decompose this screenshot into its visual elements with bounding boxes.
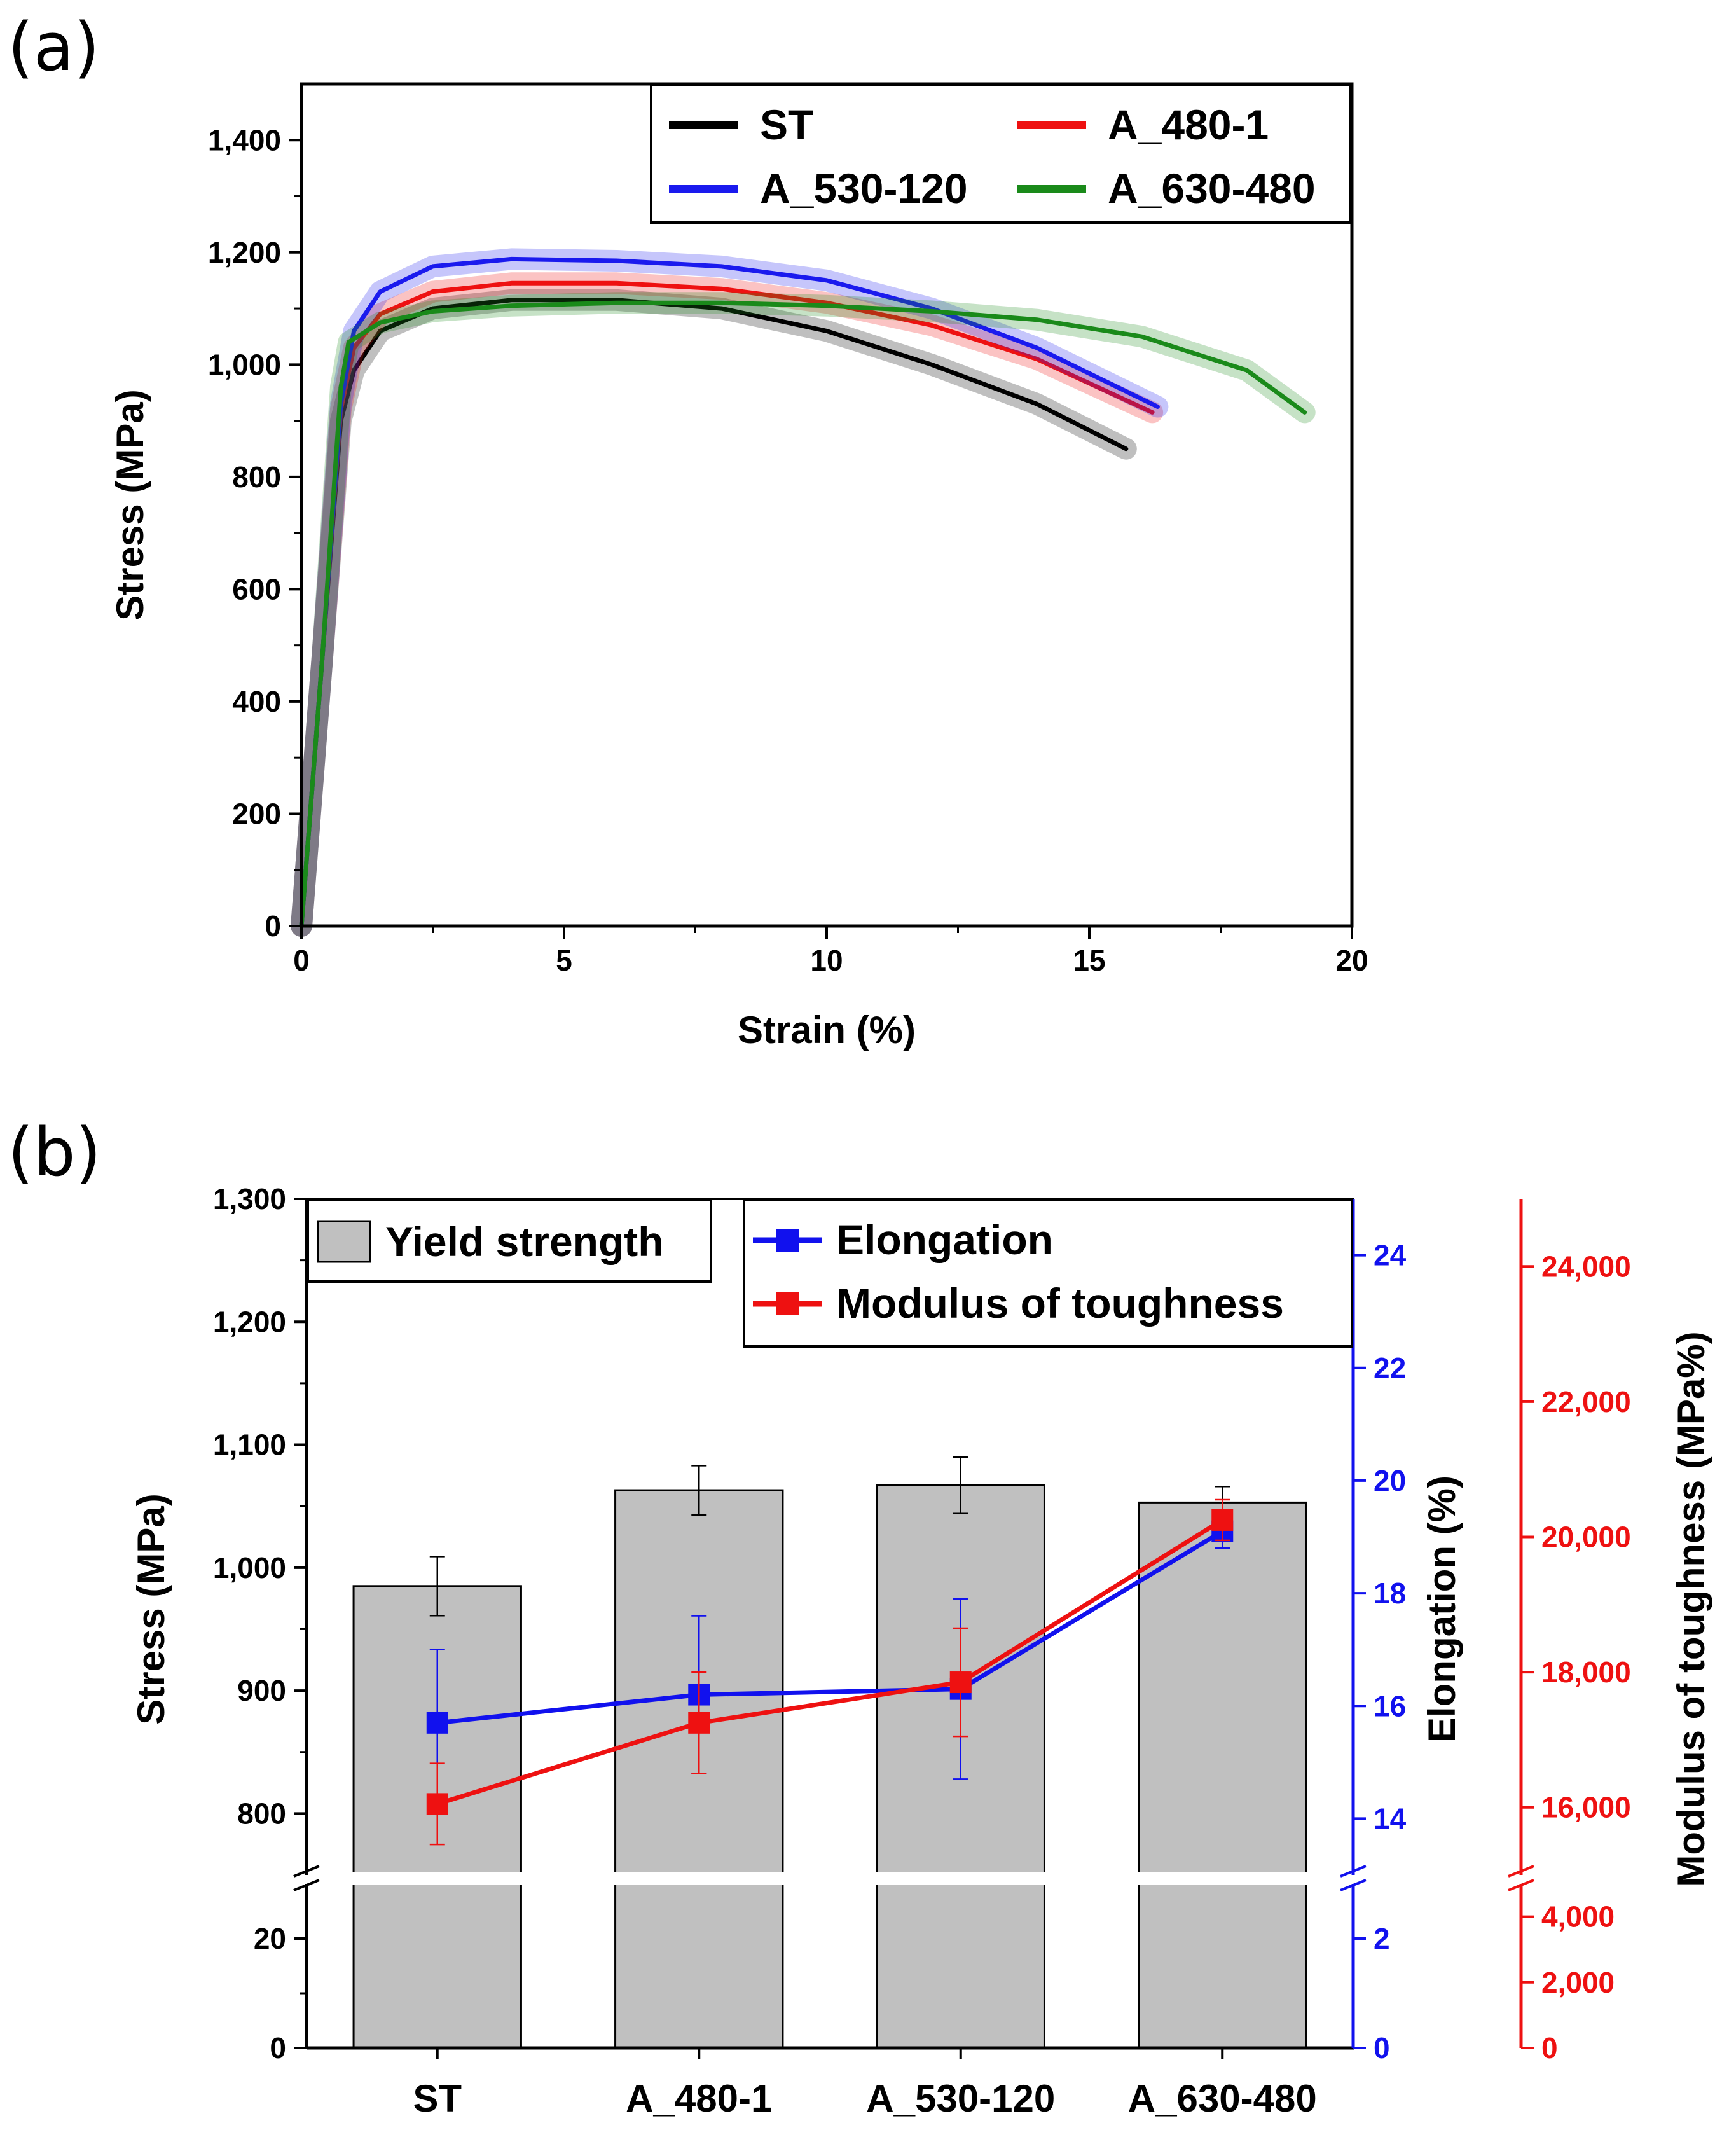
legend-label-a530-120: A_530-120 xyxy=(760,165,968,212)
y3-tick-label: 24,000 xyxy=(1541,1250,1631,1283)
series-band-a-480-1 xyxy=(291,272,1164,937)
break-mark-right-2 xyxy=(1340,1879,1367,1891)
panel-a-series-group xyxy=(291,248,1316,937)
y2-tick-label: 24 xyxy=(1374,1239,1407,1272)
y2-tick-label: 0 xyxy=(1374,2031,1390,2064)
y-tick-label: 1,400 xyxy=(208,123,281,156)
elongation-marker xyxy=(426,1712,448,1734)
panel-b-lines-group xyxy=(426,1498,1234,1846)
y2-tick-label: 16 xyxy=(1374,1689,1406,1722)
legend-label-a630-480: A_630-480 xyxy=(1108,165,1316,212)
panel-b-category-labels: ST A_480-1 A_530-120 A_630-480 xyxy=(413,2048,1317,2120)
y-tick-label: 600 xyxy=(232,572,281,605)
panel-a-y-axis-title: Stress (MPa) xyxy=(109,389,151,620)
break-mark-offset-1 xyxy=(1508,1865,1534,1878)
y3-tick-label: 4,000 xyxy=(1541,1900,1615,1933)
legend-marker-elongation xyxy=(776,1229,799,1252)
panel-a: (a) 0 5 10 15 20 0 200 400 600 800 1,000 1,200 1,40… xyxy=(8,8,1368,1051)
break-mark-right-1 xyxy=(1340,1865,1367,1878)
toughness-marker xyxy=(949,1671,972,1694)
y-tick-label: 1,000 xyxy=(213,1551,286,1584)
x-tick-label: 10 xyxy=(810,944,843,977)
legend-marker-toughness xyxy=(776,1292,799,1315)
category-label-a-480-1: A_480-1 xyxy=(626,2077,772,2120)
bar-legend-label: Yield strength xyxy=(385,1218,664,1265)
panel-b-label: (b) xyxy=(8,1114,101,1191)
panel-b-y2-axis-title: Elongation (%) xyxy=(1421,1476,1463,1743)
y-tick-label: 1,000 xyxy=(208,348,281,381)
y2-tick-label: 20 xyxy=(1374,1464,1406,1497)
panel-b-line-legend: Elongation Modulus of toughness xyxy=(743,1199,1353,1348)
legend-label-st: ST xyxy=(760,101,813,148)
y3-tick-label: 22,000 xyxy=(1541,1385,1631,1418)
panel-b-bar-legend: Yield strength xyxy=(307,1199,712,1283)
panel-b: (b) 8009001,0001,1001,2001,3000201416182… xyxy=(8,1114,1712,2120)
series-band-st xyxy=(291,289,1137,937)
y-tick-label: 0 xyxy=(265,909,281,943)
break-mark-offset-2 xyxy=(1508,1879,1534,1891)
axis-break-gap xyxy=(308,1872,1351,1885)
axis-break-markers xyxy=(293,1865,1534,1891)
x-tick-label: 20 xyxy=(1335,944,1368,977)
line-legend-box xyxy=(743,1199,1353,1348)
bar-legend-box xyxy=(307,1199,712,1283)
legend-label-elongation: Elongation xyxy=(836,1216,1053,1263)
y-tick-label: 1,300 xyxy=(213,1182,286,1215)
break-mark-left-2 xyxy=(293,1879,320,1891)
x-tick-label: 15 xyxy=(1073,944,1105,977)
y-tick-label: 800 xyxy=(237,1797,286,1830)
toughness-marker xyxy=(426,1793,448,1815)
y-tick-label: 1,200 xyxy=(208,236,281,269)
legend-label-toughness: Modulus of toughness xyxy=(836,1280,1284,1327)
legend-label-a480-1: A_480-1 xyxy=(1108,101,1269,148)
y-tick-label: 900 xyxy=(237,1674,286,1707)
category-label-a-530-120: A_530-120 xyxy=(866,2077,1055,2120)
panel-a-y-ticks: 0 200 400 600 800 1,000 1,200 1,400 xyxy=(208,123,301,943)
bar-legend-swatch xyxy=(317,1220,371,1263)
panel-b-bars-group xyxy=(352,1456,1307,2049)
toughness-marker xyxy=(688,1712,710,1734)
y-tick-label: 0 xyxy=(270,2031,286,2064)
y-tick-label: 20 xyxy=(254,1922,286,1955)
toughness-marker xyxy=(1211,1509,1234,1531)
x-tick-label: 0 xyxy=(293,944,310,977)
panel-a-legend: ST A_480-1 A_530-120 A_630-480 xyxy=(650,84,1352,224)
y2-tick-label: 2 xyxy=(1374,1922,1390,1955)
y-tick-label: 800 xyxy=(232,460,281,494)
y3-tick-label: 20,000 xyxy=(1541,1521,1631,1554)
y2-tick-label: 18 xyxy=(1374,1577,1406,1610)
panel-b-y3-axis-title: Modulus of toughness (MPa%) xyxy=(1670,1331,1712,1886)
toughness-line xyxy=(436,1518,1224,1806)
x-tick-label: 5 xyxy=(556,944,572,977)
panel-a-x-ticks: 0 5 10 15 20 xyxy=(293,926,1368,977)
y2-tick-label: 14 xyxy=(1374,1802,1407,1835)
panel-b-ticks: 8009001,0001,1001,2001,30002014161820222… xyxy=(213,1182,1631,2064)
y3-tick-label: 18,000 xyxy=(1541,1656,1631,1689)
bar-a-630-480 xyxy=(1138,1501,1307,2049)
y-tick-label: 1,100 xyxy=(213,1428,286,1462)
panel-b-y-axis-title: Stress (MPa) xyxy=(130,1493,172,1724)
panel-a-label: (a) xyxy=(8,8,100,86)
series-line-a-480-1 xyxy=(299,280,1155,929)
panel-a-x-axis-title: Strain (%) xyxy=(738,1009,916,1051)
panel-a-legend-box xyxy=(650,84,1352,224)
y-tick-label: 1,200 xyxy=(213,1305,286,1338)
y2-tick-label: 22 xyxy=(1374,1352,1406,1385)
elongation-line xyxy=(437,1529,1224,1726)
series-line-a-630-480 xyxy=(299,300,1307,929)
y3-tick-label: 2,000 xyxy=(1541,1966,1615,1999)
y-tick-label: 200 xyxy=(232,797,281,830)
category-label-a-630-480: A_630-480 xyxy=(1128,2077,1317,2120)
category-label-st: ST xyxy=(413,2077,462,2120)
y-tick-label: 400 xyxy=(232,685,281,718)
y3-tick-label: 0 xyxy=(1541,2031,1558,2064)
y3-tick-label: 16,000 xyxy=(1541,1791,1631,1824)
break-mark-left-1 xyxy=(293,1865,320,1878)
